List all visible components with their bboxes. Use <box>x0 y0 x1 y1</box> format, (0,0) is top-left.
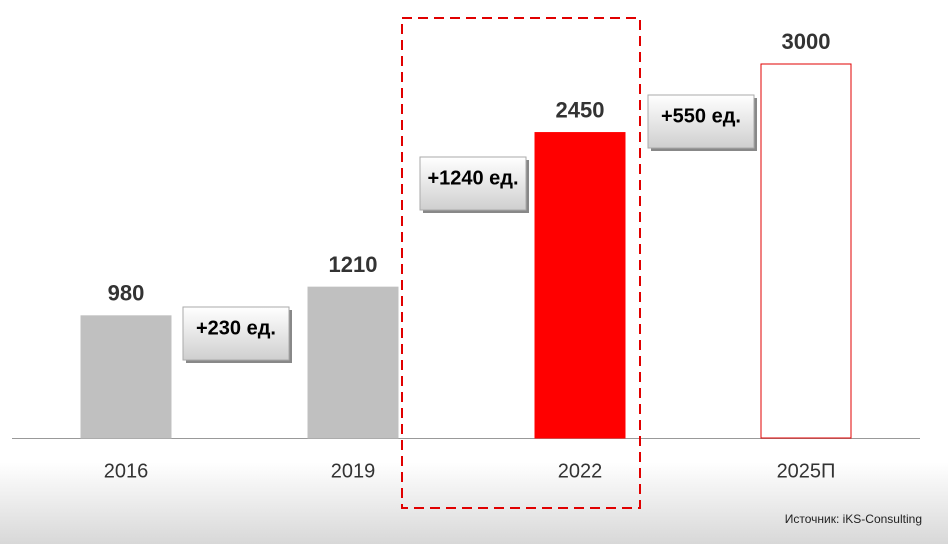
value-label: 1210 <box>329 252 378 277</box>
annotation-box <box>419 156 527 211</box>
annotation-box <box>647 94 755 149</box>
annotation-box <box>182 306 290 361</box>
x-tick-label: 2016 <box>104 460 149 482</box>
bar <box>534 132 626 439</box>
highlight-frame <box>401 17 641 509</box>
x-tick-label: 2019 <box>331 460 376 482</box>
bar <box>307 286 399 439</box>
bar <box>80 315 172 439</box>
x-tick-label: 2022 <box>558 460 603 482</box>
annotation: +230 ед. <box>196 317 276 339</box>
x-tick-label: 2025П <box>777 460 836 482</box>
annotation: +1240 ед. <box>427 167 518 189</box>
value-label: 3000 <box>782 29 831 54</box>
source: Источник: iKS-Consulting <box>785 512 922 526</box>
bar <box>760 63 852 439</box>
value-label: 980 <box>108 281 145 306</box>
annotation: +550 ед. <box>661 105 741 127</box>
value-label: 2450 <box>556 97 605 122</box>
